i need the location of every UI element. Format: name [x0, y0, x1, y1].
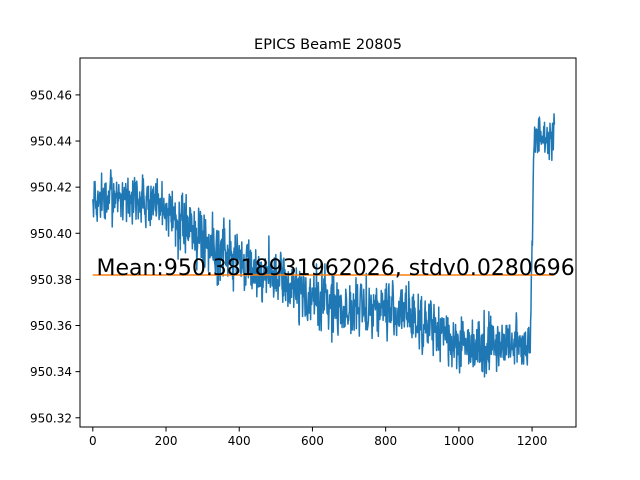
plot-area — [92, 113, 556, 378]
x-tick-label: 800 — [374, 434, 397, 448]
y-tick-label: 950.42 — [30, 181, 72, 195]
series-lines — [92, 113, 556, 378]
y-tick-label: 950.40 — [30, 227, 72, 241]
x-axis: 0 200 400 600 800 1000 1200 — [89, 427, 547, 448]
axes-frame — [79, 57, 577, 428]
signal-line — [92, 113, 556, 378]
x-tick-label: 200 — [155, 434, 178, 448]
y-tick-label: 950.38 — [30, 273, 72, 287]
x-tick-label: 400 — [228, 434, 251, 448]
x-tick-label: 1200 — [517, 434, 548, 448]
x-tick-label: 0 — [89, 434, 97, 448]
chart-title: EPICS BeamE 20805 — [254, 37, 402, 53]
x-tick-label: 1000 — [444, 434, 475, 448]
y-tick-label: 950.44 — [30, 135, 72, 149]
x-tick-label: 600 — [301, 434, 324, 448]
mean-stdv-annotation: Mean:950.3818931962026, stdv0.0280696 — [96, 256, 574, 281]
y-axis: 950.32 950.34 950.36 950.38 950.40 950.42 950.… — [30, 88, 80, 425]
y-tick-label: 950.34 — [30, 365, 72, 379]
y-tick-label: 950.36 — [30, 319, 72, 333]
y-tick-label: 950.32 — [30, 411, 72, 425]
y-tick-label: 950.46 — [30, 88, 72, 102]
annotation-layer: Mean:950.3818931962026, stdv0.0280696 — [96, 256, 574, 281]
